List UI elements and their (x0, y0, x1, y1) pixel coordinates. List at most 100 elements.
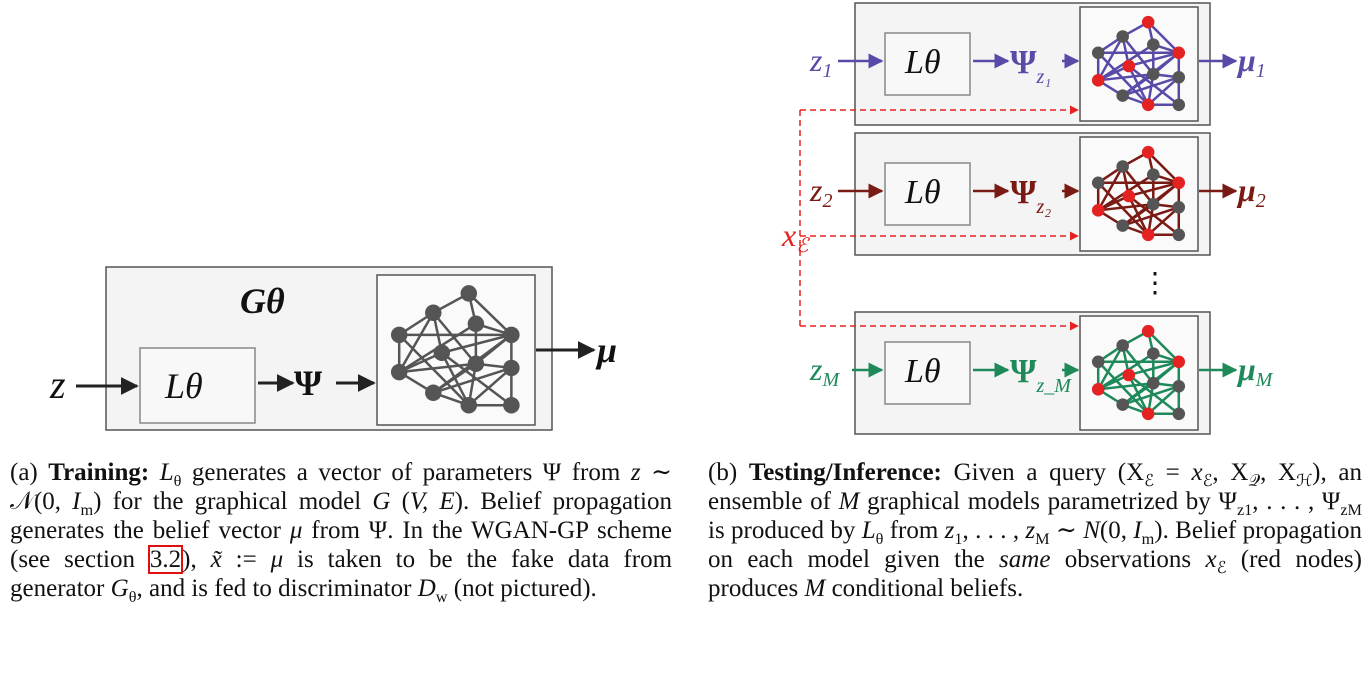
graph-edge (1147, 151, 1180, 184)
graph-edge (441, 333, 512, 354)
caption-text: graphical models parametrized by Ψ (859, 488, 1237, 515)
caption-text: M (838, 488, 860, 515)
caption-text: Given a query (X (941, 459, 1145, 486)
graph-edge (1147, 206, 1180, 236)
graph-edge (1122, 206, 1180, 227)
caption-text: (b) (708, 459, 749, 486)
caption-text: I (72, 488, 81, 515)
subscript: m (80, 501, 94, 519)
graph-node (1116, 89, 1129, 102)
caption-text: L (861, 517, 876, 544)
caption-text: V, E (409, 488, 455, 515)
graph-node (1116, 398, 1129, 411)
evidence-node (1091, 74, 1105, 87)
latent-label: z1 (809, 42, 832, 82)
latent-label: z2 (809, 172, 832, 212)
caption-text: from Ψ. In the WGAN-GP scheme (see secti… (10, 517, 672, 573)
graph-edge (1147, 21, 1180, 54)
graph-node (425, 384, 442, 402)
caption-text: is taken to be the fake data from genera… (10, 546, 673, 602)
caption-text: , . . . , (962, 517, 1026, 544)
subscript: ℰ (1202, 472, 1213, 490)
output-label: μM (1236, 351, 1274, 391)
graph-node (503, 326, 520, 344)
graphical-model (1091, 324, 1186, 421)
section-ref-link[interactable]: 3.2 (147, 545, 184, 574)
evidence-node (1122, 368, 1136, 382)
graph-node (1116, 339, 1129, 352)
evidence-node (1122, 59, 1136, 73)
generator-label: Gθ (240, 281, 285, 321)
evidence-label: xℰ (781, 217, 810, 257)
evidence-node (1172, 355, 1186, 369)
graph-node (1147, 168, 1160, 181)
output-label: μ2 (1236, 172, 1266, 212)
evidence-node (1172, 46, 1186, 60)
graph-node (1147, 197, 1160, 211)
network-label: Lθ (904, 174, 941, 211)
evidence-node (1091, 383, 1105, 396)
graph-edge (1098, 202, 1154, 212)
graph-node (1147, 347, 1160, 360)
network-label: Lθ (904, 353, 941, 390)
caption-text: (a) (10, 459, 49, 486)
graph-edge (467, 366, 513, 407)
subscript: θ (875, 530, 884, 548)
graph-edge (432, 366, 512, 394)
graph-node (1091, 176, 1105, 190)
caption-text: ∼ (1049, 517, 1084, 544)
network-label: Lθ (904, 44, 941, 81)
graphical-model (390, 285, 520, 414)
caption-text: D (417, 575, 436, 602)
evidence-connections (799, 105, 1079, 331)
caption-text: I (1133, 517, 1142, 544)
caption-text: ∼ 𝒩(0, (10, 459, 673, 515)
subscript: m (1141, 530, 1155, 548)
subscript: ℰ (1216, 559, 1227, 577)
caption-text: ). Belief propagation generates the beli… (10, 488, 672, 544)
caption-text: x (1191, 459, 1203, 486)
graph-node (1147, 38, 1160, 51)
caption-text: μ (270, 546, 284, 573)
graph-node (1116, 30, 1129, 43)
evidence-node (1141, 15, 1155, 29)
caption-text: G (110, 575, 129, 602)
graph-edge (432, 362, 477, 394)
graph-edge (1128, 181, 1180, 198)
params-label: Ψ (294, 363, 322, 403)
caption-text: N (1083, 517, 1100, 544)
graph-node (390, 363, 408, 381)
caption-text: Testing/Inference: (748, 459, 942, 486)
graph-edge (1097, 165, 1124, 211)
subscript: θ (173, 472, 182, 490)
caption-text: , X (1212, 459, 1249, 486)
graph-node (503, 359, 520, 377)
graph-edge (1128, 360, 1180, 377)
caption-text: (not pictured). (447, 575, 597, 602)
graph-node (425, 304, 442, 321)
graph-node (460, 396, 478, 414)
caption-text (149, 459, 160, 486)
subscript: ℋ (1296, 472, 1313, 490)
caption-training: (a) Training: Lθ generates a vector of p… (10, 458, 673, 605)
graph-node (467, 315, 485, 333)
graph-node (1091, 355, 1105, 369)
output-label: μ (595, 330, 617, 370)
evidence-node (1141, 145, 1155, 159)
caption-text: μ (289, 517, 303, 544)
graph-node (1172, 379, 1186, 393)
subscript: M (1035, 530, 1050, 548)
evidence-node (1141, 324, 1155, 338)
graph-node (467, 355, 485, 373)
caption-text: ), an ensemble of (708, 459, 1363, 515)
caption-text: z (630, 459, 641, 486)
network-box (884, 162, 971, 226)
evidence-node (1172, 176, 1186, 190)
caption-text: M (804, 575, 826, 602)
output-label: μ1 (1236, 42, 1266, 82)
graph-node (1116, 219, 1129, 232)
caption-text: generates a vector of parameters Ψ from (181, 459, 631, 486)
evidence-node (1122, 189, 1136, 203)
caption-text: (red nodes) produces (708, 546, 1362, 602)
